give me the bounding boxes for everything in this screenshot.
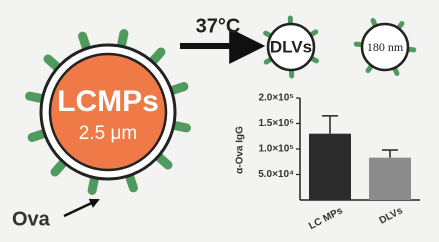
lcmp-label: LCMPs [57,85,159,118]
dlv-size: 180 nm [367,40,404,54]
bar-chart: α-Ova IgG 5.0×10⁴ 1.0×10⁵ 1.5×10⁵ 2.0×10⁵ LC… [235,93,420,233]
lcmp-size: 2.5 μm [79,123,137,144]
x-tick-label: LC MPs [307,205,345,232]
y-tick-label: 1.0×10⁵ [258,144,294,155]
y-tick-label: 2.0×10⁵ [258,93,294,104]
y-axis-label: α-Ova IgG [235,126,246,174]
antigen-label: Ova [12,208,51,230]
y-tick-label: 5.0×10⁴ [258,169,294,180]
figure: LCMPs 2.5 μm Ova 37°C DLVs 180 nm α-Ova … [0,0,439,242]
antigen-arrow [64,200,98,216]
condition-label: 37°C [196,15,241,37]
bar [309,134,351,200]
bar [369,158,411,200]
x-tick-label: DLVs [378,205,405,227]
dlv-label: DLVs [270,37,312,56]
y-tick-label: 1.5×10⁵ [258,118,294,129]
